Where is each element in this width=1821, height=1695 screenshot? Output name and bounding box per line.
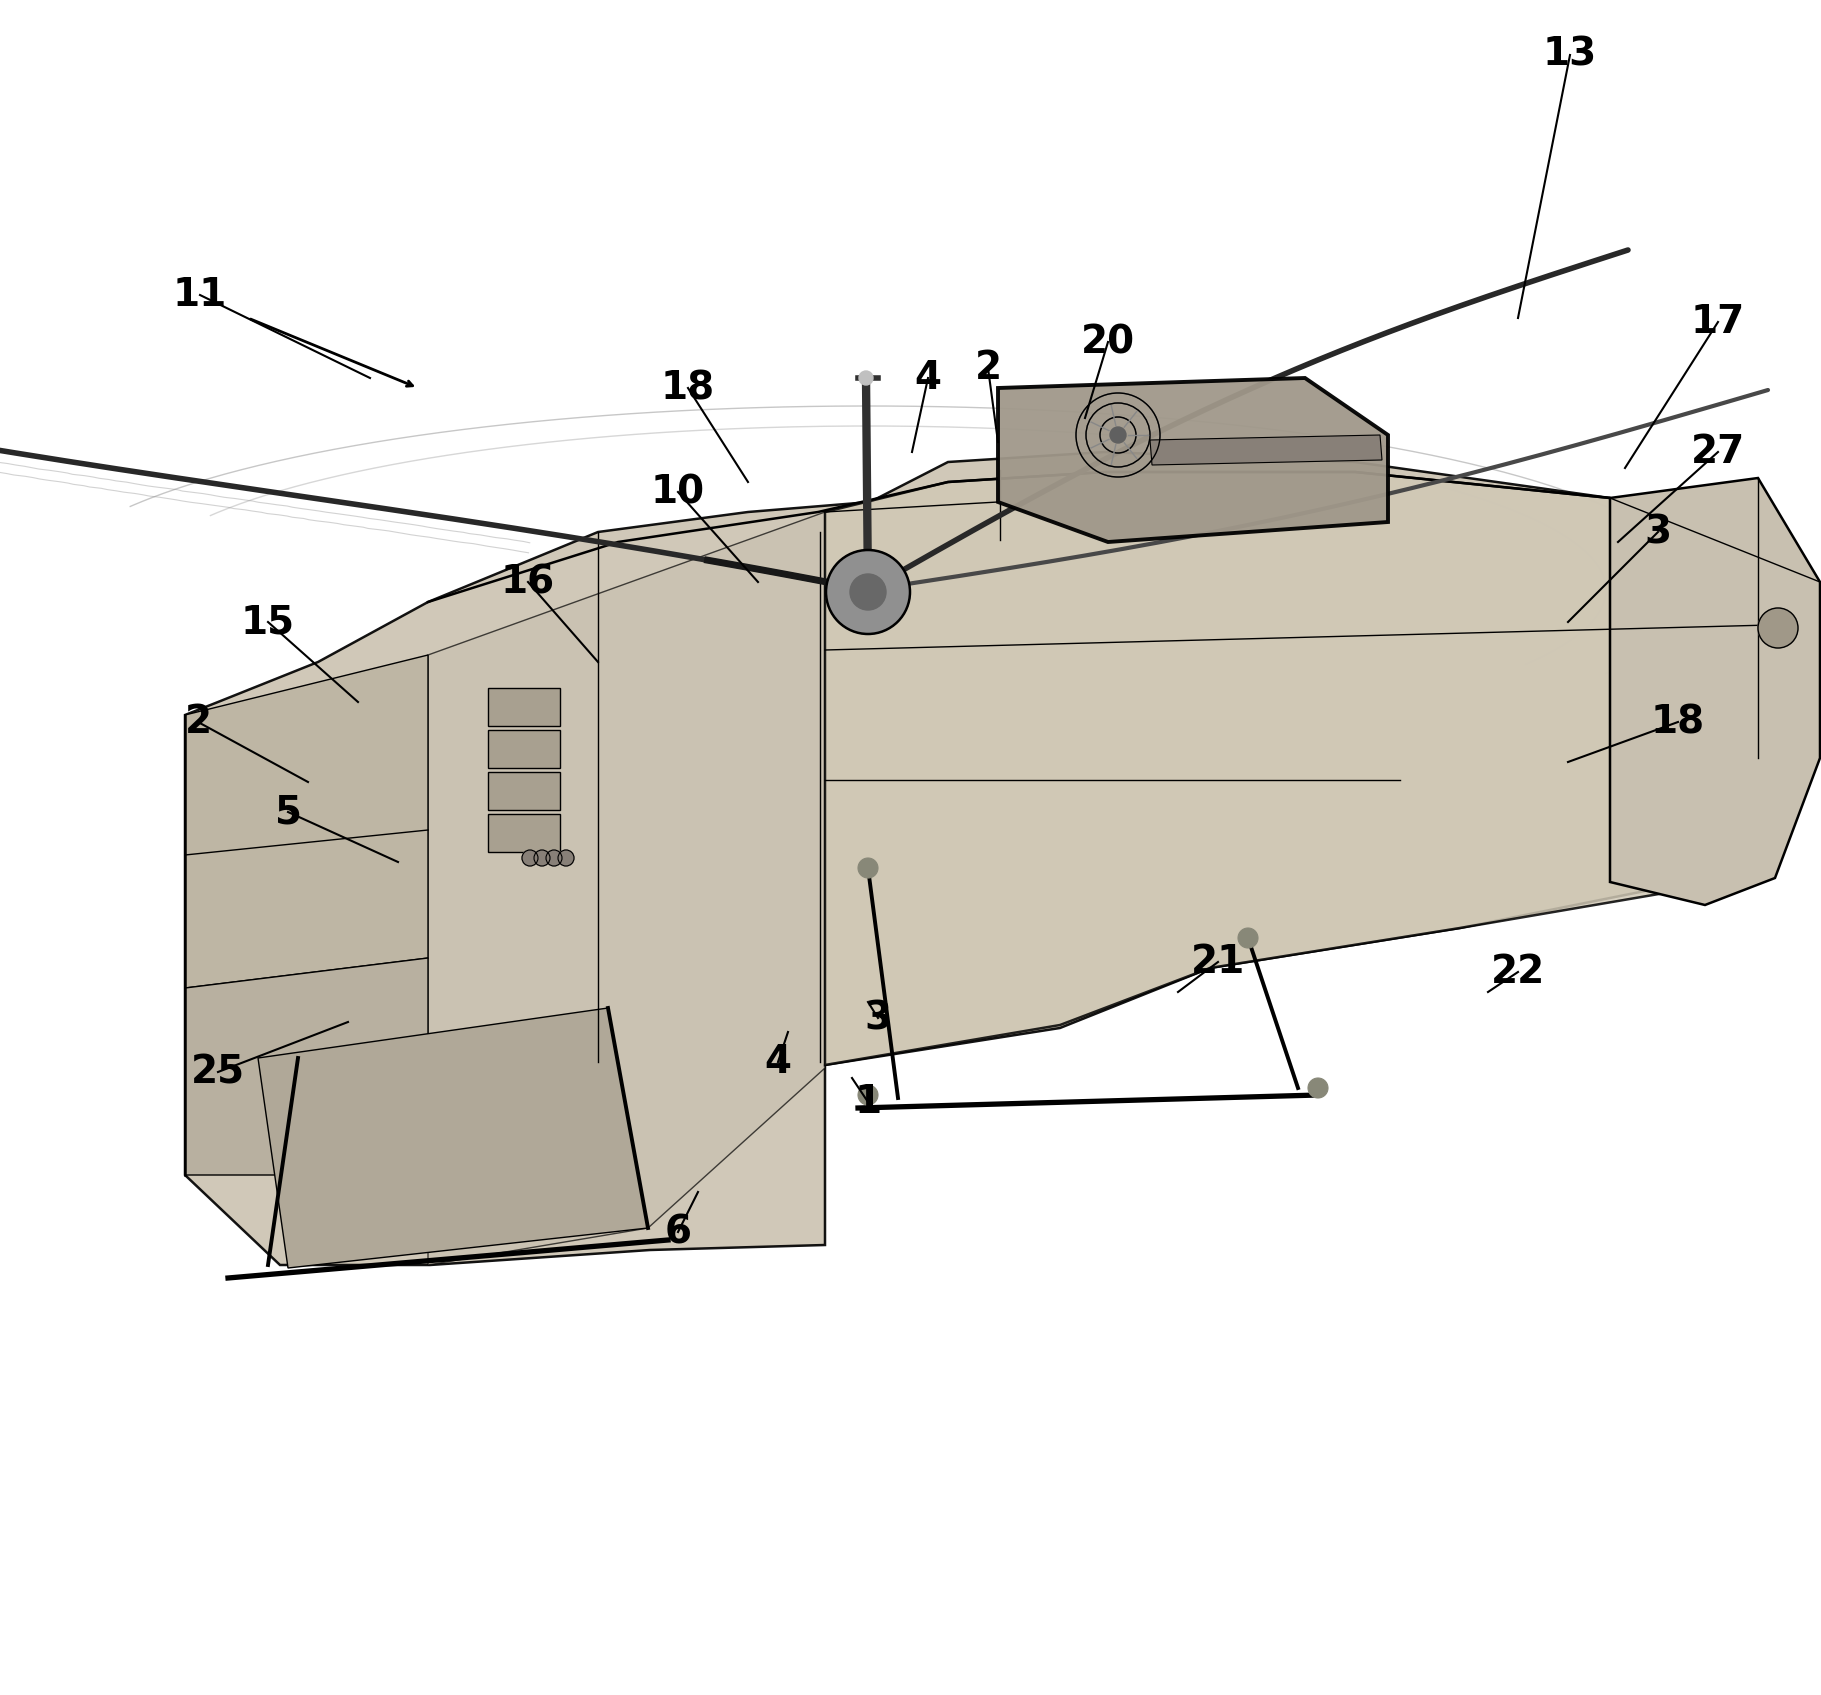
Text: 18: 18 <box>661 370 716 407</box>
Text: 3: 3 <box>865 998 892 1037</box>
Polygon shape <box>998 378 1388 542</box>
Text: 17: 17 <box>1692 303 1745 341</box>
Text: 3: 3 <box>1644 514 1672 551</box>
Circle shape <box>1307 1078 1328 1098</box>
Circle shape <box>534 849 550 866</box>
Circle shape <box>557 849 574 866</box>
Text: 4: 4 <box>914 359 941 397</box>
Circle shape <box>850 575 887 610</box>
Text: 20: 20 <box>1082 324 1134 361</box>
Text: 1: 1 <box>854 1083 881 1120</box>
Text: 16: 16 <box>501 563 555 602</box>
Polygon shape <box>1610 478 1819 905</box>
Circle shape <box>1757 609 1797 647</box>
Polygon shape <box>186 654 428 988</box>
Circle shape <box>1238 927 1258 948</box>
Circle shape <box>546 849 563 866</box>
Text: 27: 27 <box>1692 432 1745 471</box>
Text: 22: 22 <box>1491 953 1546 992</box>
Text: 2: 2 <box>974 349 1002 386</box>
Text: 21: 21 <box>1191 942 1246 981</box>
Bar <box>488 771 561 810</box>
Polygon shape <box>825 471 1770 1064</box>
Polygon shape <box>186 958 428 1175</box>
Text: 18: 18 <box>1652 703 1704 741</box>
Text: 11: 11 <box>173 276 228 314</box>
Polygon shape <box>1151 436 1382 464</box>
Polygon shape <box>259 1009 648 1268</box>
Text: 10: 10 <box>650 473 705 510</box>
Text: 6: 6 <box>665 1214 692 1251</box>
Circle shape <box>858 1085 878 1105</box>
Bar <box>488 731 561 768</box>
Text: 13: 13 <box>1542 36 1597 75</box>
Text: 25: 25 <box>191 1053 246 1092</box>
Circle shape <box>523 849 537 866</box>
Circle shape <box>827 549 910 634</box>
Text: 5: 5 <box>275 793 302 831</box>
Text: 4: 4 <box>765 1042 792 1081</box>
Bar <box>488 814 561 853</box>
Circle shape <box>1111 427 1125 442</box>
Polygon shape <box>186 453 1775 1264</box>
Text: 15: 15 <box>240 603 295 641</box>
Circle shape <box>860 371 872 385</box>
Bar <box>488 688 561 725</box>
Circle shape <box>858 858 878 878</box>
Text: 2: 2 <box>184 703 211 741</box>
Polygon shape <box>428 512 825 1264</box>
